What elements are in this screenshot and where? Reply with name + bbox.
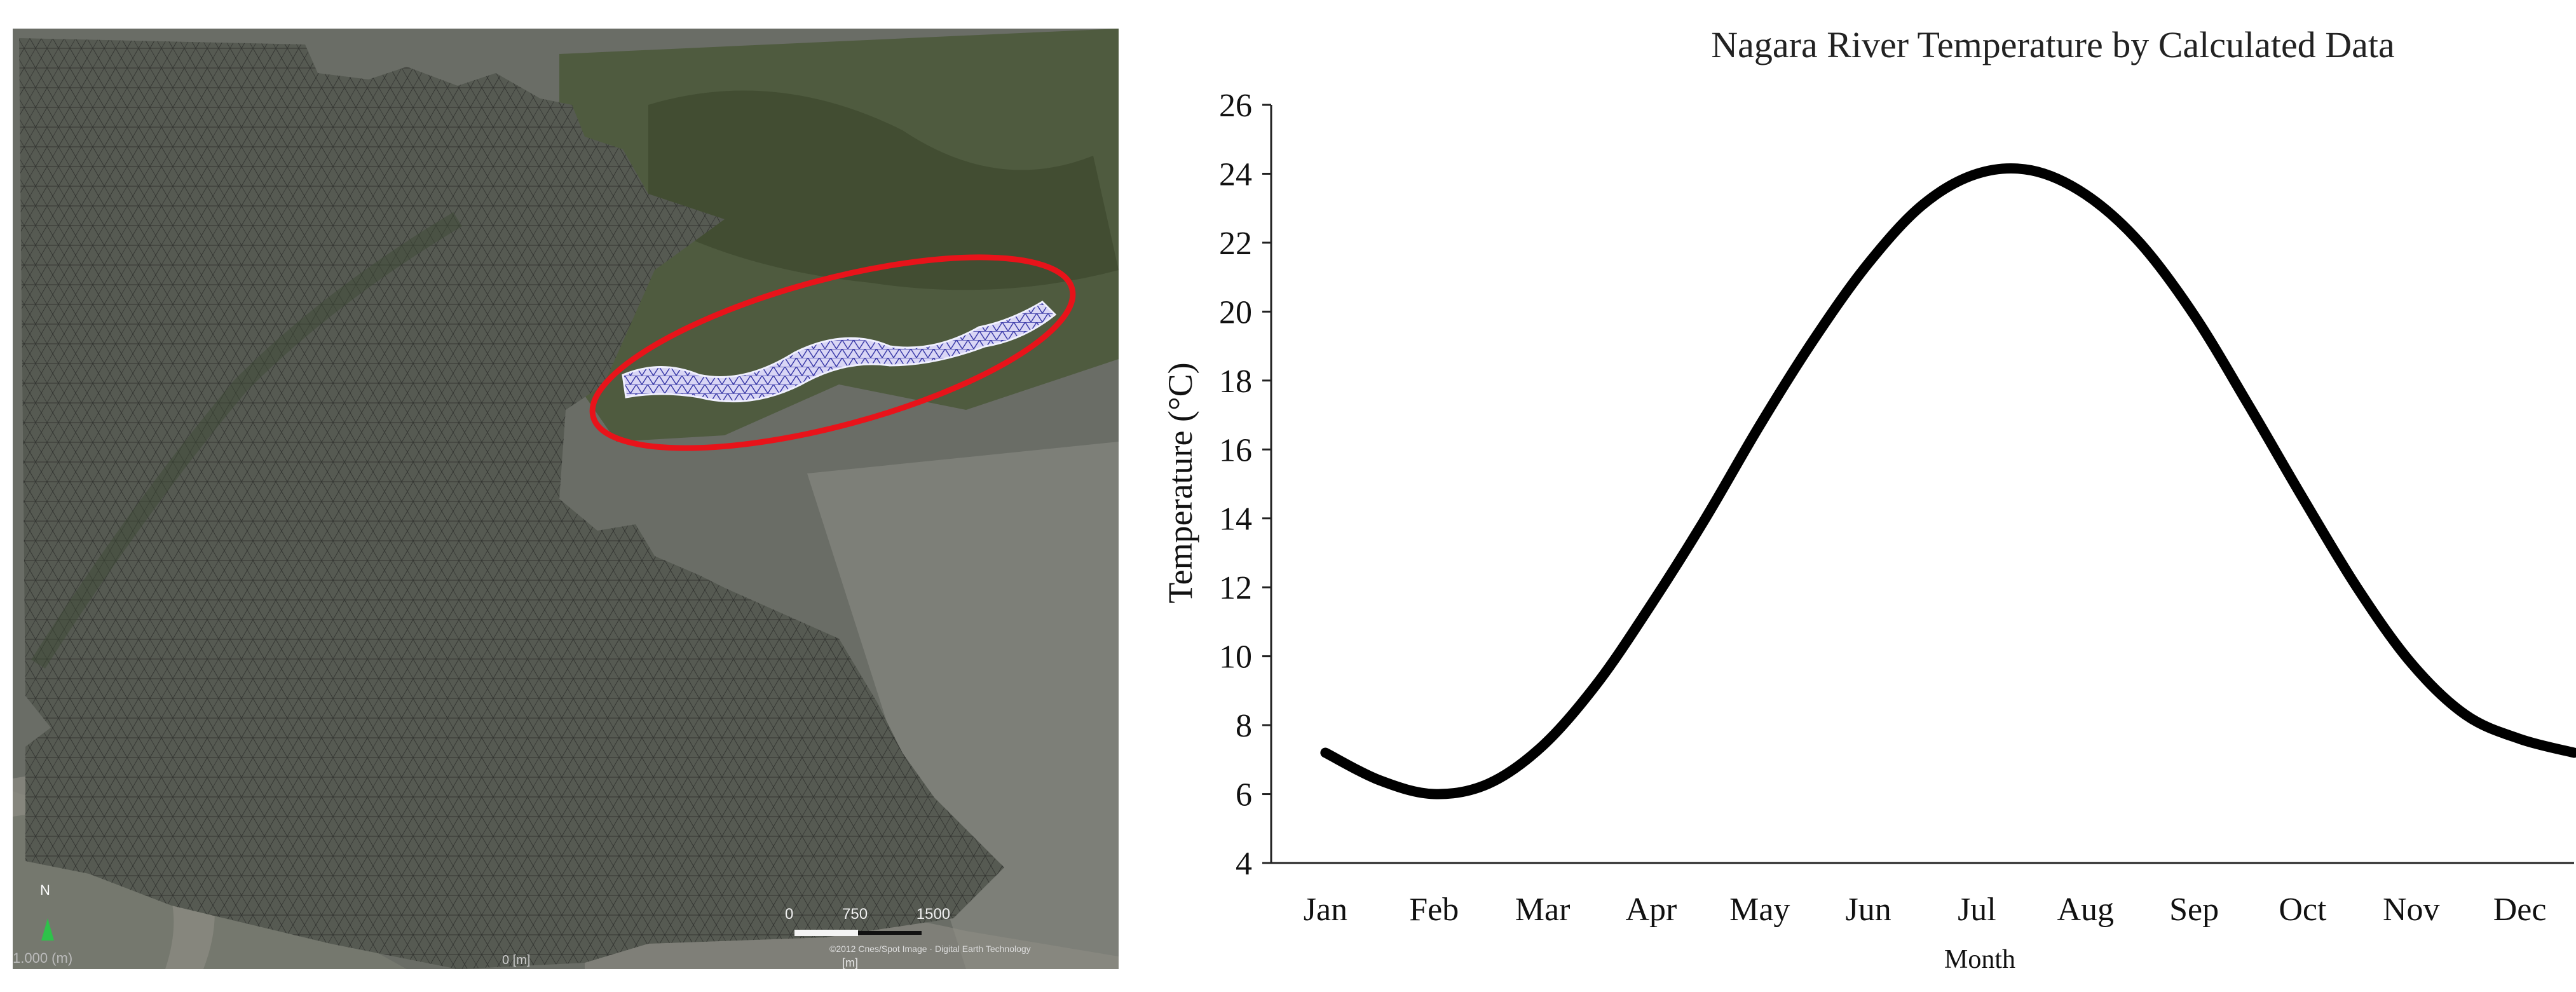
x-tick-label: Jun xyxy=(1845,892,1891,928)
map-copyright: ©2012 Cnes/Spot Image · Digital Earth Te… xyxy=(829,944,1031,954)
x-tick-label: Apr xyxy=(1625,892,1677,928)
y-tick-label: 18 xyxy=(1219,364,1252,400)
coordinate-readout-mid: 0 [m] xyxy=(502,953,531,967)
x-tick-label: Aug xyxy=(2057,892,2114,928)
x-tick-label: Nov xyxy=(2383,892,2440,928)
x-axis-label: Month xyxy=(1944,945,2015,974)
x-ticks: Jan Feb Mar Apr May Jun Jul Aug Sep Oct Nov Dec xyxy=(1304,892,2547,928)
scale-unit: [m] xyxy=(842,956,858,969)
mountain-ridge xyxy=(648,90,1119,290)
series-line xyxy=(1320,163,2576,799)
scale-bar-segment xyxy=(794,930,858,936)
triangular-mesh xyxy=(19,38,1004,969)
river-mesh-section xyxy=(622,301,1057,403)
x-tick-label: Feb xyxy=(1409,892,1459,928)
north-label: N xyxy=(40,882,50,898)
y-tick-label: 16 xyxy=(1219,432,1252,468)
y-tick-label: 26 xyxy=(1219,88,1252,124)
y-tick-label: 20 xyxy=(1219,294,1252,330)
urban-area xyxy=(807,442,1119,969)
temperature-chart: Nagara River Temperature by Calculated D… xyxy=(1161,24,2576,974)
north-arrow-icon xyxy=(41,918,54,941)
green-corridor xyxy=(31,212,462,669)
x-tick-label: Mar xyxy=(1515,892,1571,928)
y-tick-label: 22 xyxy=(1219,226,1252,262)
coordinate-readout-left: 1.000 (m) xyxy=(13,950,73,966)
satellite-mesh-map: N 0 750 1500 ©2012 Cnes/Spot Image · Dig… xyxy=(13,29,1119,969)
x-tick-label: Jan xyxy=(1304,892,1347,928)
scale-label-750: 750 xyxy=(842,906,868,923)
y-tick-label: 6 xyxy=(1236,777,1252,813)
x-tick-label: Oct xyxy=(2279,892,2327,928)
y-tick-label: 14 xyxy=(1219,501,1252,538)
mesh-map-graphic xyxy=(13,29,1119,969)
y-tick-label: 4 xyxy=(1236,846,1252,882)
y-tick-label: 12 xyxy=(1219,570,1252,606)
y-tick-label: 8 xyxy=(1236,708,1252,744)
y-tick-label: 10 xyxy=(1219,639,1252,676)
y-axis-label: Temperature (°C) xyxy=(1161,362,1199,603)
scale-label-1500: 1500 xyxy=(916,906,951,923)
x-tick-label: Dec xyxy=(2493,892,2547,928)
x-tick-label: May xyxy=(1729,892,1790,928)
scale-labels: 0 750 1500 xyxy=(785,906,995,923)
highlight-ellipse xyxy=(589,254,1076,451)
series-group xyxy=(1320,163,2576,799)
chart-title: Nagara River Temperature by Calculated D… xyxy=(1711,24,2394,65)
x-tick-label: Jul xyxy=(1958,892,1996,928)
y-ticks: 4 6 8 10 12 14 16 18 20 22 24 26 xyxy=(1219,88,1271,882)
scale-label-0: 0 xyxy=(785,906,794,923)
y-tick-label: 24 xyxy=(1219,156,1252,193)
x-tick-label: Sep xyxy=(2169,892,2219,928)
